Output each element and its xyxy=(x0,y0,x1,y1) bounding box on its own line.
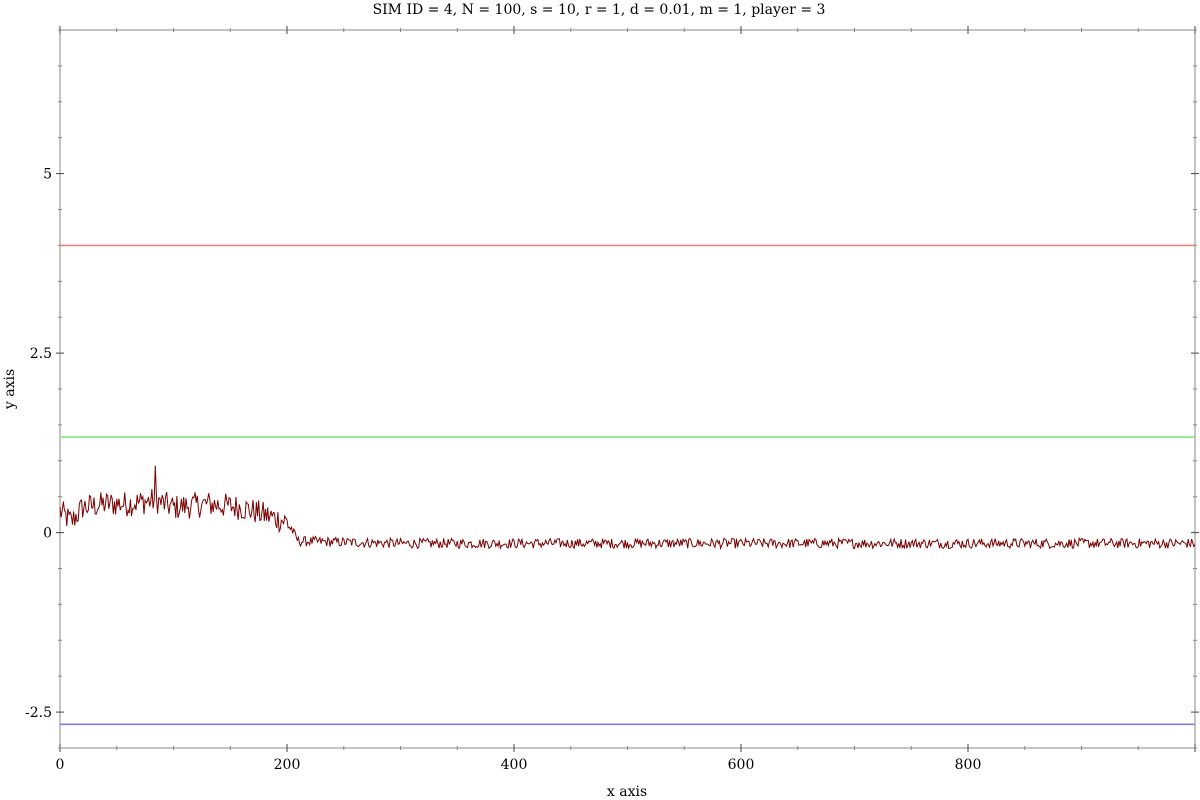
plot-frame xyxy=(59,29,1196,749)
y-axis-label: y axis xyxy=(2,369,18,410)
y-tick-label: -2.5 xyxy=(25,705,52,721)
x-tick-label: 600 xyxy=(728,757,755,773)
x-tick-label: 200 xyxy=(274,757,301,773)
series-line-3 xyxy=(59,465,1196,551)
x-axis-label: x axis xyxy=(607,784,647,800)
chart-title: SIM ID = 4, N = 100, s = 10, r = 1, d = … xyxy=(373,2,826,18)
y-tick-label: 5 xyxy=(43,167,52,183)
y-tick-label: 0 xyxy=(43,526,52,542)
x-tick-label: 0 xyxy=(56,757,65,773)
plot-area: 0 200 400 600 800 -2.5 0 2.5 5 xyxy=(25,26,1199,773)
x-tick-label: 800 xyxy=(955,757,982,773)
y-tick-label: 2.5 xyxy=(30,346,52,362)
x-tick-label: 400 xyxy=(501,757,528,773)
